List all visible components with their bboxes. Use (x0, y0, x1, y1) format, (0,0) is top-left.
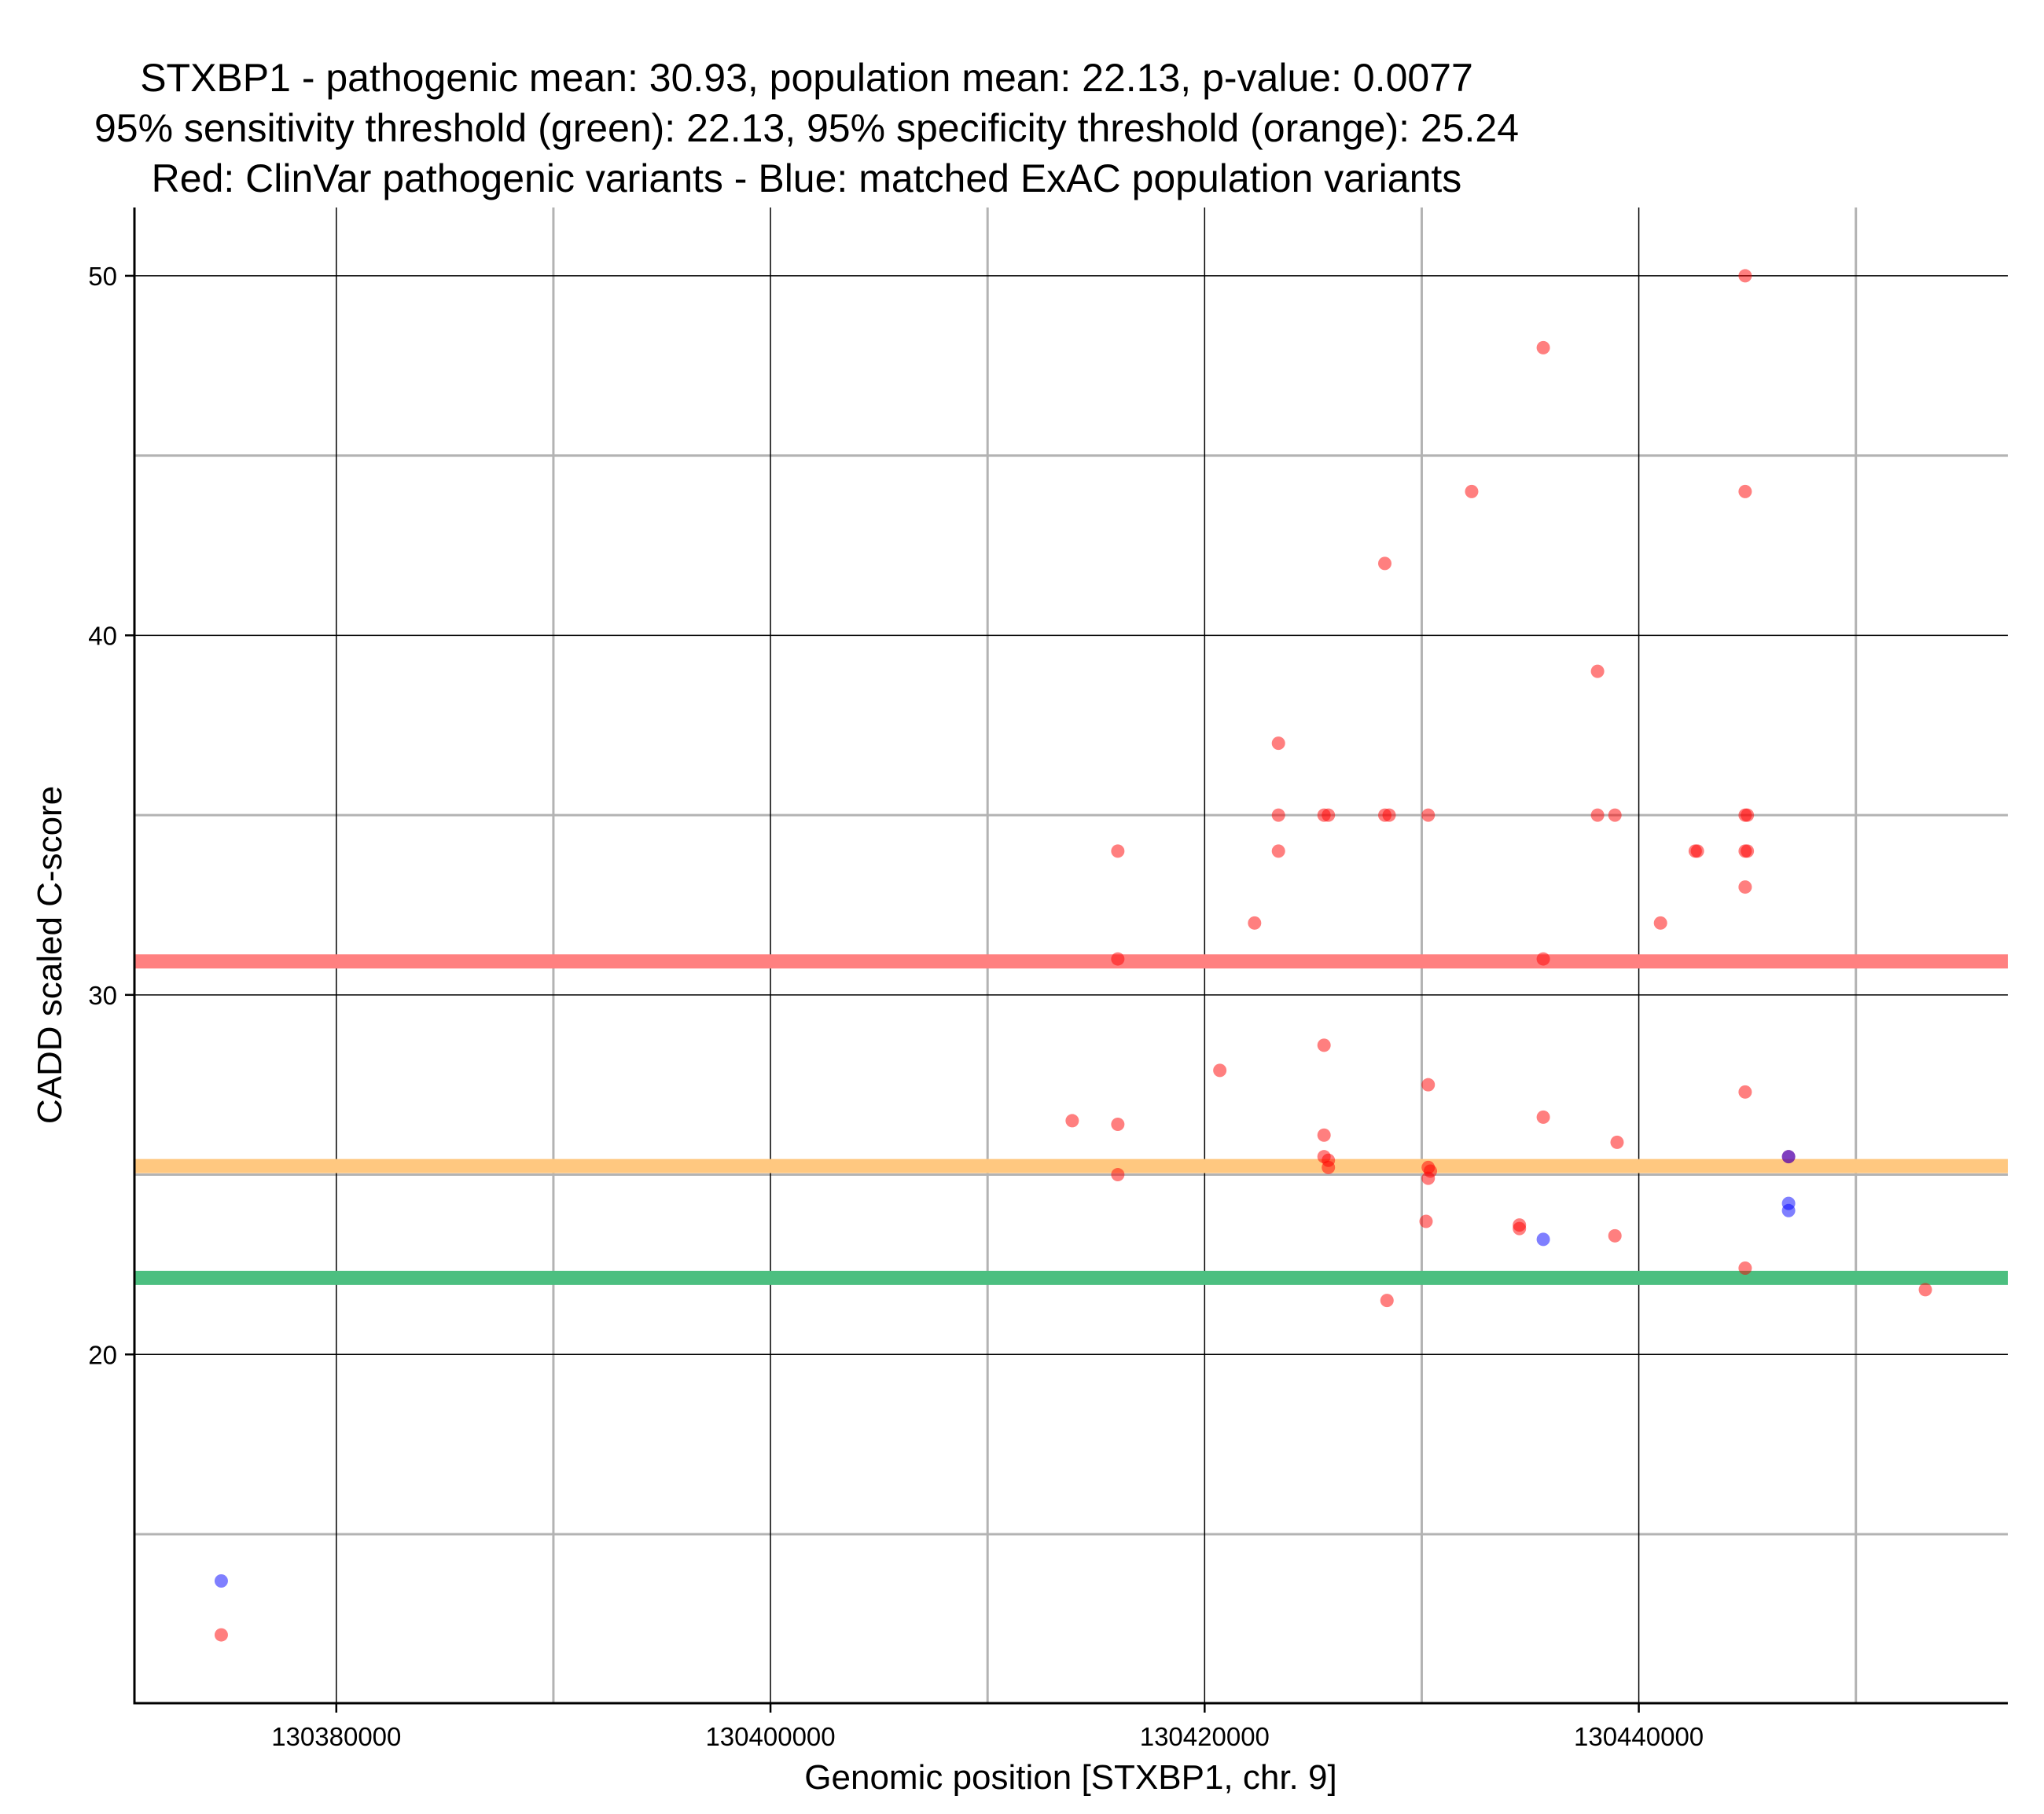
minor-gridlines (134, 207, 2008, 1703)
pathogenic-point (1421, 808, 1436, 822)
major-gridlines (134, 207, 2008, 1703)
pathogenic-point (1317, 1128, 1331, 1142)
pathogenic-point (1738, 269, 1752, 283)
pathogenic-point (1741, 844, 1755, 858)
pathogenic-point (1653, 916, 1667, 930)
pathogenic-point (1608, 1228, 1622, 1243)
pathogenic-point (1738, 1261, 1752, 1275)
chart-title: STXBP1 - pathogenic mean: 30.93, populat… (94, 56, 1519, 200)
pathogenic-point (1536, 952, 1550, 966)
pathogenic-point (1590, 808, 1605, 822)
pathogenic-point (1590, 664, 1605, 678)
population-point (1781, 1203, 1796, 1217)
data-points (214, 269, 1932, 1642)
pathogenic-point (1380, 1294, 1394, 1308)
pathogenic-point (1378, 556, 1392, 571)
pathogenic-point (1111, 952, 1125, 966)
x-tick-label: 130420000 (1140, 1722, 1270, 1751)
y-tick-label: 30 (88, 981, 117, 1010)
population-point (1781, 1150, 1796, 1164)
pathogenic-point (1271, 844, 1285, 858)
pathogenic-point (214, 1628, 228, 1642)
pathogenic-point (1317, 1038, 1331, 1052)
population-point (1536, 1232, 1550, 1247)
pathogenic-point (1738, 484, 1752, 498)
x-tick-label: 130380000 (271, 1722, 401, 1751)
pathogenic-point (1111, 1168, 1125, 1182)
pathogenic-point (1741, 808, 1755, 822)
pathogenic-point (1111, 844, 1125, 858)
pathogenic-point (1738, 1085, 1752, 1099)
title-line-2: 95% sensitivity threshold (green): 22.13… (94, 106, 1519, 150)
pathogenic-point (1065, 1114, 1079, 1128)
pathogenic-point (1213, 1063, 1227, 1078)
pathogenic-point (1111, 1118, 1125, 1132)
y-tick-label: 50 (88, 262, 117, 291)
y-tick-label: 20 (88, 1340, 117, 1369)
pathogenic-point (1465, 484, 1479, 498)
title-line-3: Red: ClinVar pathogenic variants - Blue:… (152, 156, 1462, 200)
axes (133, 207, 2008, 1705)
pathogenic-point (1271, 736, 1285, 751)
x-axis-ticks: 130380000 130400000 130420000 130440000 (271, 1703, 1704, 1751)
pathogenic-point (1382, 808, 1396, 822)
y-axis-title: CADD scaled C-score (31, 786, 69, 1124)
pathogenic-point (1918, 1283, 1932, 1297)
pathogenic-point (1419, 1214, 1433, 1228)
pathogenic-point (1421, 1171, 1436, 1185)
pathogenic-point (1690, 844, 1704, 858)
pathogenic-point (1536, 340, 1550, 354)
pathogenic-point (1322, 808, 1336, 822)
pathogenic-point (1738, 880, 1752, 894)
pathogenic-point (1322, 1160, 1336, 1174)
y-axis-ticks: 20 30 40 50 (88, 262, 134, 1369)
pathogenic-point (1513, 1221, 1527, 1236)
x-axis-title: Genomic position [STXBP1, chr. 9] (804, 1758, 1336, 1797)
y-tick-label: 40 (88, 621, 117, 650)
pathogenic-point (1608, 808, 1622, 822)
reference-lines (135, 954, 2008, 1285)
pathogenic-point (1271, 808, 1285, 822)
title-line-1: STXBP1 - pathogenic mean: 30.93, populat… (140, 56, 1473, 100)
x-tick-label: 130400000 (705, 1722, 835, 1751)
pathogenic-point (1610, 1135, 1624, 1149)
population-point (214, 1573, 228, 1588)
pathogenic-point (1248, 916, 1262, 930)
x-tick-label: 130440000 (1574, 1722, 1704, 1751)
pathogenic-point (1421, 1078, 1436, 1092)
pathogenic-point (1536, 1110, 1550, 1124)
